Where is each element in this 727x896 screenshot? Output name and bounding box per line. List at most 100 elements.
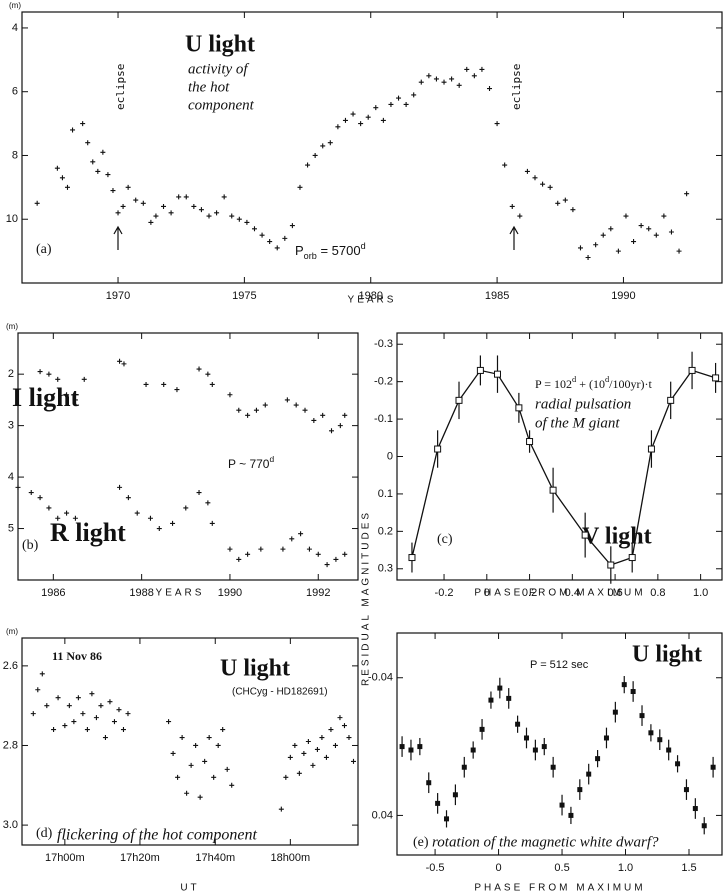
x-axis-label: UT	[180, 883, 199, 894]
data-point	[34, 200, 40, 206]
data-point	[28, 490, 34, 496]
data-point	[320, 143, 326, 149]
data-point	[668, 229, 674, 235]
data-point	[282, 235, 288, 241]
data-point	[603, 735, 609, 741]
data-point	[710, 764, 716, 770]
data-point	[358, 121, 364, 127]
data-point	[332, 742, 338, 748]
data-point	[191, 203, 197, 209]
annotation-part: P ~ 770	[228, 457, 270, 471]
data-point	[134, 510, 140, 516]
data-point	[647, 445, 655, 453]
annotation-part: orb	[304, 251, 317, 261]
panel: -0.2 0 0.2 0.4 0.6 0.8 1.0 -0.3 -0.2 -0.1 0 0.1 0.2 0…	[361, 332, 723, 686]
data-point	[72, 397, 78, 403]
data-point	[168, 210, 174, 216]
annotation: P = 512 sec	[530, 659, 589, 671]
data-point	[320, 412, 326, 418]
data-point	[403, 101, 409, 107]
data-point	[683, 787, 689, 793]
annotation-part: + (10	[576, 377, 605, 391]
data-point	[712, 374, 720, 382]
data-point	[55, 515, 61, 521]
x-axis-label: PHASE FROM MAXIMUM	[474, 588, 645, 599]
data-point	[229, 782, 235, 788]
data-point	[434, 445, 442, 453]
data-point	[593, 242, 599, 248]
annotation-part: = 5700	[317, 243, 361, 258]
data-point	[441, 79, 447, 85]
data-point	[615, 248, 621, 254]
data-point	[102, 735, 108, 741]
annotation: U light	[185, 32, 255, 58]
data-point	[433, 76, 439, 82]
data-point	[657, 737, 663, 743]
data-point	[426, 780, 432, 786]
data-point	[335, 124, 341, 130]
data-point	[506, 695, 512, 701]
data-point	[161, 381, 167, 387]
y-tick-label: -0.04	[368, 672, 393, 684]
y-tick-label: 6	[12, 86, 18, 98]
data-point	[638, 223, 644, 229]
data-point	[555, 200, 561, 206]
annotation: radial pulsation	[535, 396, 631, 412]
data-point	[471, 73, 477, 79]
y-tick-label: 4	[8, 471, 14, 483]
data-point	[224, 766, 230, 772]
x-tick-label: 1985	[485, 290, 509, 302]
data-point	[35, 687, 41, 693]
data-point	[125, 711, 131, 717]
data-point	[161, 203, 167, 209]
data-point	[125, 184, 131, 190]
data-point	[209, 381, 215, 387]
data-point	[85, 140, 91, 146]
data-point	[289, 536, 295, 542]
x-tick-label: 0.4	[565, 587, 580, 599]
data-point	[305, 162, 311, 168]
data-point	[342, 117, 348, 123]
data-point	[570, 207, 576, 213]
data-point	[323, 754, 329, 760]
data-point	[494, 121, 500, 127]
data-point	[170, 750, 176, 756]
data-point	[95, 168, 101, 174]
data-point	[631, 239, 637, 245]
data-point	[227, 392, 233, 398]
y-tick-label: 2	[8, 368, 14, 380]
data-point	[444, 816, 450, 822]
data-point	[193, 742, 199, 748]
data-point	[100, 149, 106, 155]
y-tick-label: 2.8	[3, 739, 18, 751]
data-point	[380, 117, 386, 123]
data-point	[497, 685, 503, 691]
data-point	[59, 175, 65, 181]
annotation: of the M giant	[535, 415, 620, 431]
data-point	[373, 105, 379, 111]
data-point	[549, 486, 557, 494]
data-point	[245, 412, 251, 418]
data-point	[623, 213, 629, 219]
annotation: (e)	[413, 835, 429, 850]
data-point	[667, 396, 675, 404]
x-tick-label: 1990	[218, 587, 242, 599]
data-point	[532, 175, 538, 181]
x-tick-label: 0	[484, 587, 490, 599]
data-point	[408, 747, 414, 753]
annotation: component	[188, 97, 255, 113]
data-point	[515, 721, 521, 727]
y-tick-label: 4	[12, 22, 18, 34]
data-point	[54, 165, 60, 171]
data-point	[46, 505, 52, 511]
data-point	[350, 111, 356, 117]
data-point	[80, 711, 86, 717]
data-point	[435, 800, 441, 806]
data-point	[280, 546, 286, 552]
data-point	[179, 735, 185, 741]
data-point	[449, 76, 455, 82]
data-point	[298, 531, 304, 537]
data-point	[259, 232, 265, 238]
data-point	[117, 484, 123, 490]
data-point	[487, 86, 493, 92]
